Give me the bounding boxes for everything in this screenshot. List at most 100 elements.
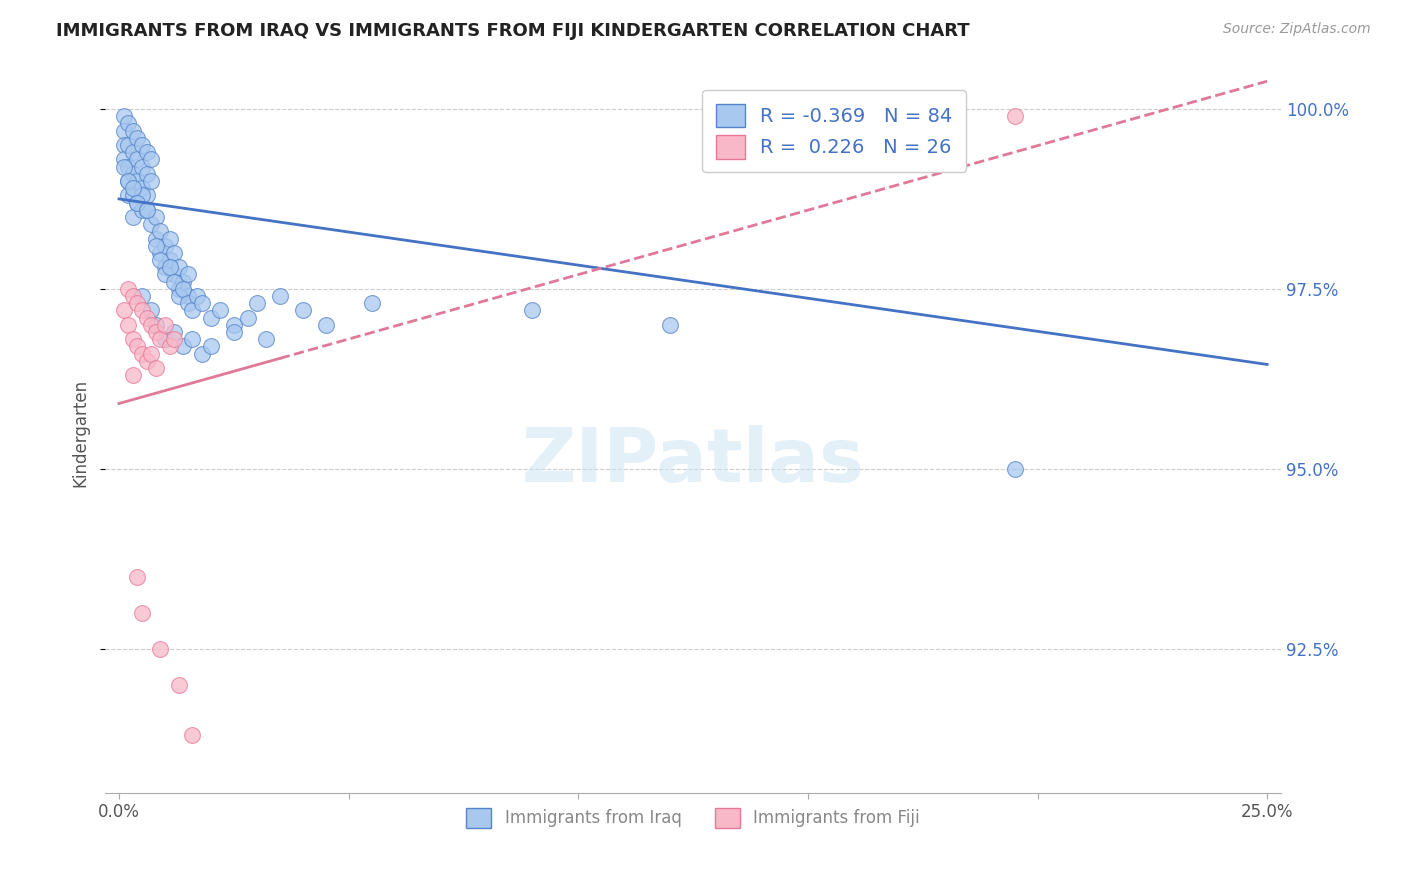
Point (269, 289, 291, 303)
Point (121, 123, 143, 137)
Point (135, 354, 157, 368)
Point (131, 181, 153, 195)
Point (117, 318, 139, 332)
Point (172, 282, 194, 296)
Point (135, 310, 157, 325)
Point (190, 296, 212, 310)
Point (172, 275, 194, 289)
Point (112, 303, 135, 318)
Point (149, 246, 172, 260)
Point (121, 332, 143, 346)
Point (163, 246, 186, 260)
Point (117, 160, 139, 174)
Point (659, 318, 682, 332)
Y-axis label: Kindergarten: Kindergarten (72, 379, 89, 487)
Point (200, 339, 222, 353)
Point (1004, 462, 1026, 476)
Point (135, 188, 157, 202)
Point (145, 238, 167, 252)
Point (149, 224, 172, 238)
Point (291, 303, 314, 318)
Point (131, 160, 153, 174)
Point (145, 318, 167, 332)
Point (117, 188, 139, 202)
Point (149, 641, 172, 656)
Point (131, 303, 153, 318)
Point (131, 188, 153, 202)
Point (117, 174, 139, 188)
Point (1004, 109, 1026, 123)
Point (163, 275, 186, 289)
Point (131, 606, 153, 620)
Point (315, 318, 337, 332)
Point (153, 238, 176, 252)
Point (112, 153, 135, 167)
Point (163, 332, 186, 346)
Point (190, 346, 212, 360)
Point (236, 310, 259, 325)
Point (167, 282, 190, 296)
Point (135, 202, 157, 217)
Point (153, 332, 176, 346)
Point (159, 339, 181, 353)
Point (127, 174, 149, 188)
Point (127, 195, 149, 210)
Point (112, 123, 135, 137)
Point (117, 137, 139, 152)
Point (177, 268, 200, 282)
Point (153, 260, 176, 275)
Point (186, 289, 208, 303)
Legend: Immigrants from Iraq, Immigrants from Fiji: Immigrants from Iraq, Immigrants from Fi… (460, 801, 927, 835)
Point (121, 188, 143, 202)
Point (360, 296, 382, 310)
Point (145, 361, 167, 376)
Point (222, 318, 245, 332)
Point (167, 289, 190, 303)
Point (254, 332, 277, 346)
Point (139, 318, 162, 332)
Point (131, 289, 153, 303)
Point (139, 174, 162, 188)
Point (117, 174, 139, 188)
Text: ZIPatlas: ZIPatlas (522, 425, 865, 498)
Point (145, 210, 167, 224)
Point (139, 346, 162, 360)
Point (127, 570, 149, 584)
Point (153, 268, 176, 282)
Text: Source: ZipAtlas.com: Source: ZipAtlas.com (1223, 22, 1371, 37)
Point (181, 728, 204, 742)
Point (112, 109, 135, 123)
Text: IMMIGRANTS FROM IRAQ VS IMMIGRANTS FROM FIJI KINDERGARTEN CORRELATION CHART: IMMIGRANTS FROM IRAQ VS IMMIGRANTS FROM … (56, 22, 970, 40)
Point (121, 167, 143, 181)
Point (163, 268, 186, 282)
Point (246, 296, 269, 310)
Point (159, 231, 181, 245)
Point (181, 332, 204, 346)
Point (222, 325, 245, 339)
Point (131, 202, 153, 217)
Point (121, 181, 143, 195)
Point (145, 325, 167, 339)
Point (127, 296, 149, 310)
Point (121, 368, 143, 383)
Point (163, 325, 186, 339)
Point (131, 346, 153, 360)
Point (121, 210, 143, 224)
Point (159, 260, 181, 275)
Point (153, 318, 176, 332)
Point (177, 289, 200, 303)
Point (167, 678, 190, 692)
Point (172, 339, 194, 353)
Point (139, 303, 162, 318)
Point (145, 231, 167, 245)
Point (112, 137, 135, 152)
Point (159, 253, 181, 268)
Point (208, 303, 231, 318)
Point (127, 339, 149, 353)
Point (139, 153, 162, 167)
Point (135, 202, 157, 217)
Point (131, 137, 153, 152)
Point (117, 116, 139, 130)
Point (167, 260, 190, 275)
Point (139, 217, 162, 231)
